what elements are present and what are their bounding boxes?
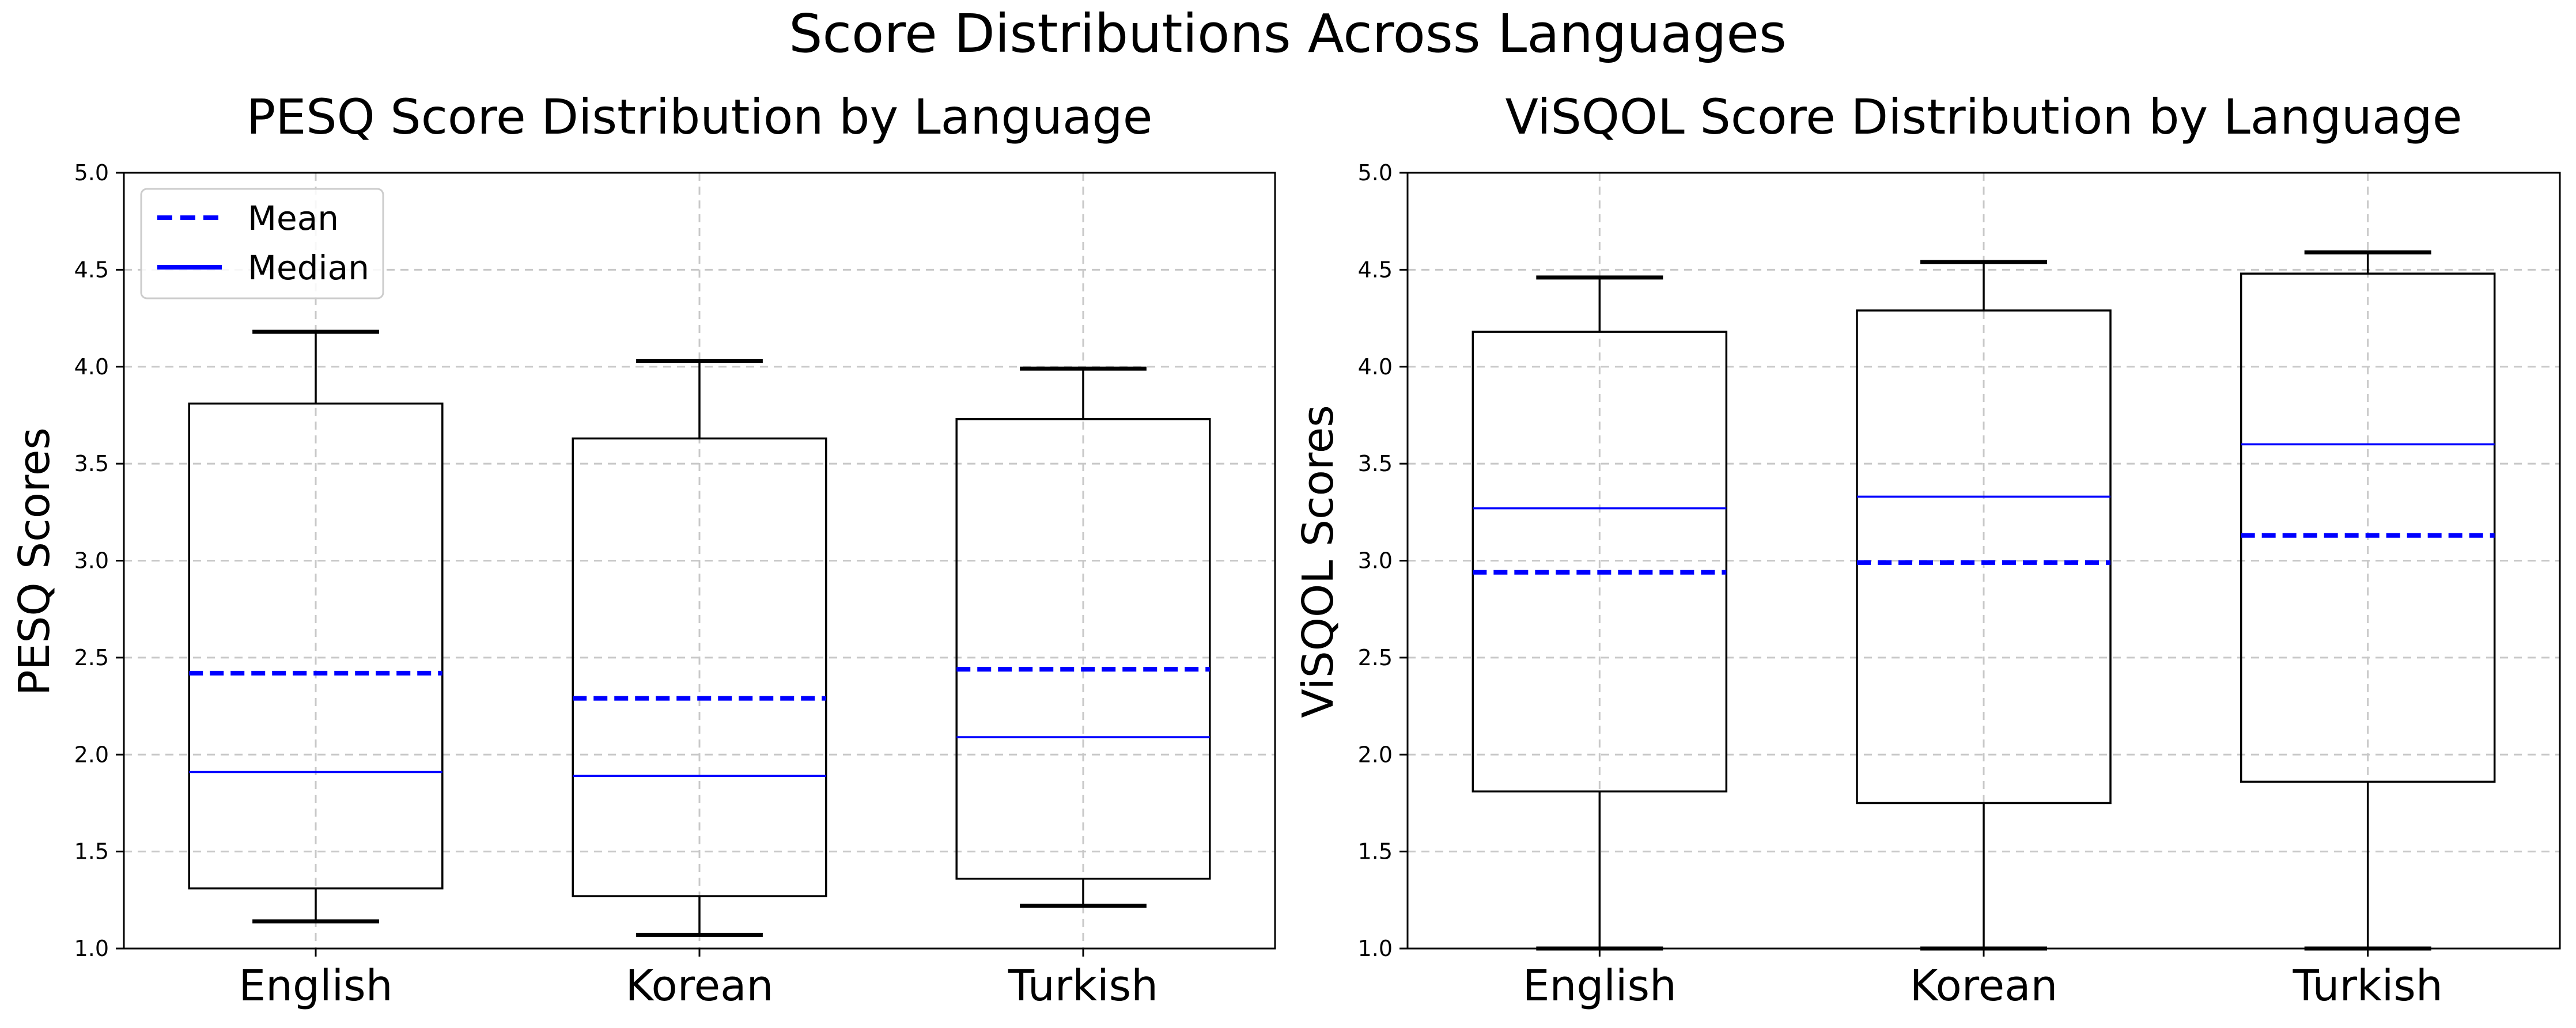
visqol-plot-area: 1.0 1.5 2.0 2.5 3.0 3.5 4.0 4.5 5.0 English Korean…	[1358, 160, 2561, 1011]
visqol-chart: ViSQOL Score Distribution by Language Vi…	[1293, 89, 2561, 1011]
visqol-chart-title: ViSQOL Score Distribution by Language	[1505, 89, 2462, 145]
visqol-y-tick-label: 5.0	[1358, 160, 1393, 185]
visqol-y-tick-label: 1.0	[1358, 936, 1393, 961]
pesq-legend-label-median: Median	[248, 248, 369, 287]
pesq-chart-title: PESQ Score Distribution by Language	[247, 89, 1153, 145]
pesq-y-axis-label: PESQ Scores	[10, 427, 59, 696]
pesq-x-tick-label: Turkish	[1008, 961, 1158, 1011]
pesq-box	[572, 437, 827, 897]
pesq-x-tick-label: Korean	[626, 961, 774, 1011]
visqol-y-tick-label: 4.0	[1358, 354, 1393, 380]
pesq-y-tick-label: 4.0	[74, 354, 109, 380]
pesq-y-tick-label: 3.0	[74, 548, 109, 574]
visqol-box	[1856, 309, 2112, 805]
pesq-chart: PESQ Score Distribution by Language PESQ…	[10, 89, 1276, 1011]
visqol-y-tick-label: 2.5	[1358, 645, 1393, 670]
figure-suptitle: Score Distributions Across Languages	[789, 3, 1787, 65]
pesq-y-tick-label: 2.0	[74, 742, 109, 767]
visqol-y-tick-label: 4.5	[1358, 257, 1393, 282]
pesq-legend-frame	[140, 188, 384, 299]
pesq-y-tick-label: 4.5	[74, 257, 109, 282]
pesq-y-tick-label: 1.5	[74, 839, 109, 864]
pesq-x-tick-label: English	[239, 961, 392, 1011]
pesq-box	[188, 402, 444, 890]
visqol-y-tick-label: 3.0	[1358, 548, 1393, 574]
visqol-x-tick-label: Turkish	[2293, 961, 2443, 1011]
pesq-y-tick-label: 1.0	[74, 936, 109, 961]
visqol-y-axis-label: ViSQOL Scores	[1293, 405, 1343, 718]
pesq-y-tick-label: 5.0	[74, 160, 109, 185]
pesq-legend: Mean Median	[140, 188, 384, 299]
pesq-y-tick-label: 2.5	[74, 645, 109, 670]
pesq-plot-area: 1.0 1.5 2.0 2.5 3.0 3.5 4.0 4.5 5.0 English Korean…	[74, 160, 1276, 1011]
visqol-x-tick-label: Korean	[1910, 961, 2058, 1011]
pesq-y-tick-label: 3.5	[74, 451, 109, 476]
visqol-box	[1472, 331, 1728, 792]
visqol-y-tick-label: 3.5	[1358, 451, 1393, 476]
pesq-legend-label-mean: Mean	[248, 199, 339, 238]
visqol-y-tick-label: 2.0	[1358, 742, 1393, 767]
pesq-box	[955, 418, 1211, 880]
visqol-x-tick-label: English	[1523, 961, 1677, 1011]
visqol-box	[2240, 272, 2496, 783]
visqol-y-tick-label: 1.5	[1358, 839, 1393, 864]
